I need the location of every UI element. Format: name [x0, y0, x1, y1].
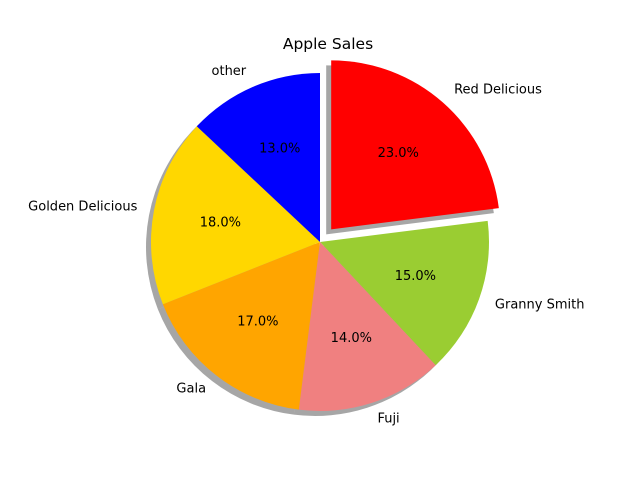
- pie-slice-golden-delicious: [151, 126, 320, 305]
- pie-slice-gala: [162, 242, 320, 410]
- slice-percent-label: 18.0%: [200, 215, 241, 230]
- slice-percent-label: 23.0%: [378, 146, 419, 161]
- slice-labels: Red Delicious 23.0% Granny Smith 15.0% Fuji 1…: [28, 64, 584, 426]
- slice-label: Golden Delicious: [28, 200, 137, 215]
- chart-title: Apple Sales: [283, 35, 373, 53]
- slice-label: Fuji: [377, 411, 399, 426]
- slice-label: other: [212, 64, 247, 79]
- pie-slice-granny-smith: [320, 220, 489, 366]
- pie-slice-fuji: [298, 242, 436, 411]
- slice-label: Granny Smith: [495, 297, 585, 312]
- slice-label: Gala: [176, 381, 206, 396]
- pie-slice-red-delicious: [331, 60, 499, 230]
- slice-percent-label: 13.0%: [259, 141, 300, 156]
- slice-percent-label: 15.0%: [395, 269, 436, 284]
- pie-slice-other: [196, 73, 320, 242]
- slices: [151, 60, 499, 411]
- slice-percent-label: 14.0%: [331, 331, 372, 346]
- slice-label: Red Delicious: [454, 82, 542, 97]
- slice-percent-label: 17.0%: [237, 315, 278, 330]
